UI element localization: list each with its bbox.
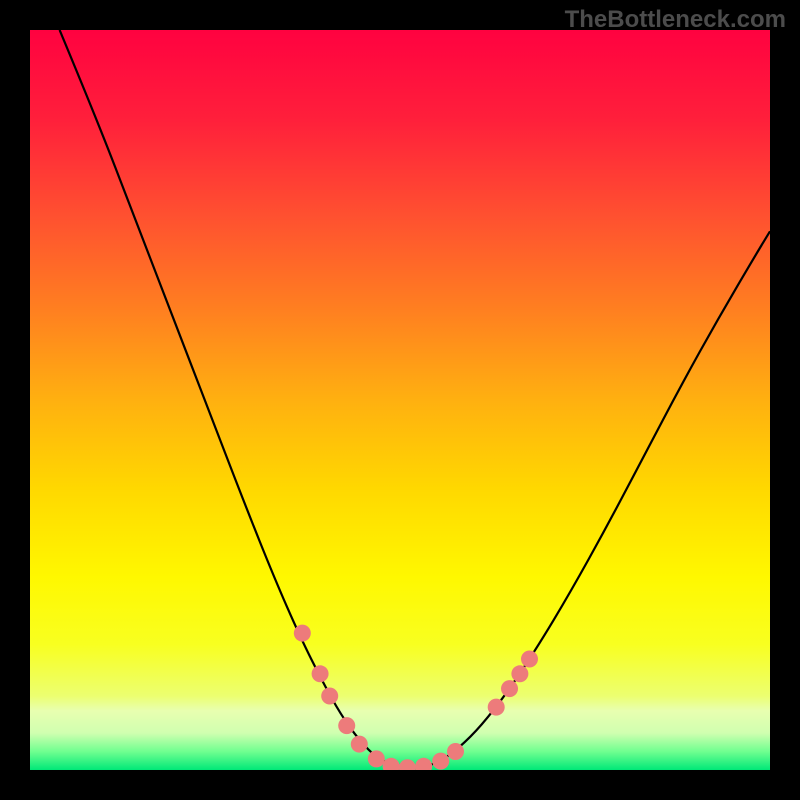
chart-svg (0, 0, 800, 800)
data-marker (399, 759, 416, 776)
data-marker (488, 699, 505, 716)
data-marker (338, 717, 355, 734)
data-marker (432, 753, 449, 770)
data-marker (312, 665, 329, 682)
data-marker (383, 758, 400, 775)
data-marker (294, 625, 311, 642)
data-marker (521, 651, 538, 668)
bottleneck-curve (60, 30, 770, 768)
data-marker (511, 665, 528, 682)
data-marker (501, 680, 518, 697)
data-marker (368, 750, 385, 767)
watermark-text: TheBottleneck.com (565, 6, 786, 34)
chart-container: TheBottleneck.com (0, 0, 800, 800)
data-marker (321, 688, 338, 705)
data-marker (351, 736, 368, 753)
data-marker (415, 758, 432, 775)
data-marker (447, 743, 464, 760)
